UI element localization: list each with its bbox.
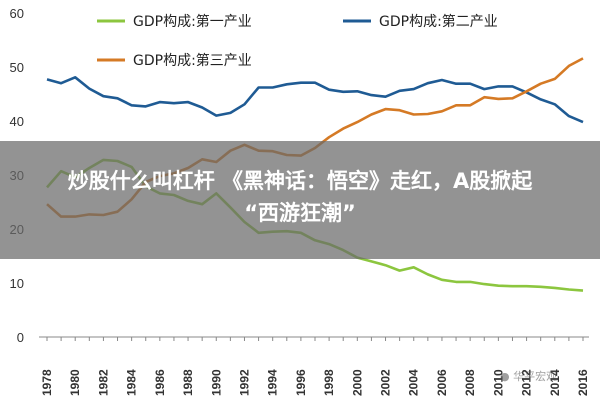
x-tick-label: 2000 [350, 369, 364, 396]
x-tick-label: 1988 [181, 369, 195, 396]
headline-line-2: “西游狂潮” [244, 201, 356, 225]
watermark: ● 华平宏观 [500, 370, 558, 383]
x-tick-label: 2002 [379, 369, 393, 396]
x-axis: 1978 1980 1982 1984 1986 1988 1990 1992 1994 1996… [39, 336, 590, 396]
legend: GDP构成:第一产业 GDP构成:第二产业 GDP构成:第三产业 [97, 13, 498, 69]
y-tick-label: 10 [10, 276, 24, 291]
y-tick-label: 40 [10, 114, 24, 129]
legend-label-3: GDP构成:第三产业 [133, 52, 252, 69]
x-tick-label: 2012 [520, 369, 534, 396]
x-tick-label: 2004 [407, 369, 421, 396]
headline-line-1: 炒股什么叫杠杆 《黑神话：悟空》走红，A股掀起 [67, 169, 533, 193]
x-tick-label: 1998 [322, 369, 336, 396]
x-tick-label: 2010 [491, 369, 505, 396]
x-tick-label: 1994 [266, 369, 280, 396]
headline-title[interactable]: 炒股什么叫杠杆 《黑神话：悟空》走红，A股掀起 “西游狂潮” [0, 141, 600, 229]
x-tick-label: 1990 [209, 369, 223, 396]
x-tick-label: 2016 [576, 369, 590, 396]
x-tick-label: 1986 [153, 369, 167, 396]
x-tick-label: 1978 [40, 369, 54, 396]
legend-label-2: GDP构成:第二产业 [379, 13, 498, 30]
x-tick-label: 2014 [548, 369, 562, 396]
y-tick-label: 0 [17, 330, 24, 345]
x-tick-label: 1996 [294, 369, 308, 396]
x-tick-label: 2006 [435, 369, 449, 396]
x-tick-label: 1980 [68, 369, 82, 396]
y-tick-label: 60 [10, 6, 24, 21]
series-line-2 [46, 76, 584, 124]
x-tick-label: 1992 [237, 369, 251, 396]
legend-label-1: GDP构成:第一产业 [133, 13, 252, 30]
y-tick-label: 50 [10, 60, 24, 75]
x-tick-label: 1984 [125, 369, 139, 396]
x-tick-label: 1982 [96, 369, 110, 396]
headline-banner: 炒股什么叫杠杆 《黑神话：悟空》走红，A股掀起 “西游狂潮” [0, 141, 600, 259]
x-tick-label: 2008 [463, 369, 477, 396]
